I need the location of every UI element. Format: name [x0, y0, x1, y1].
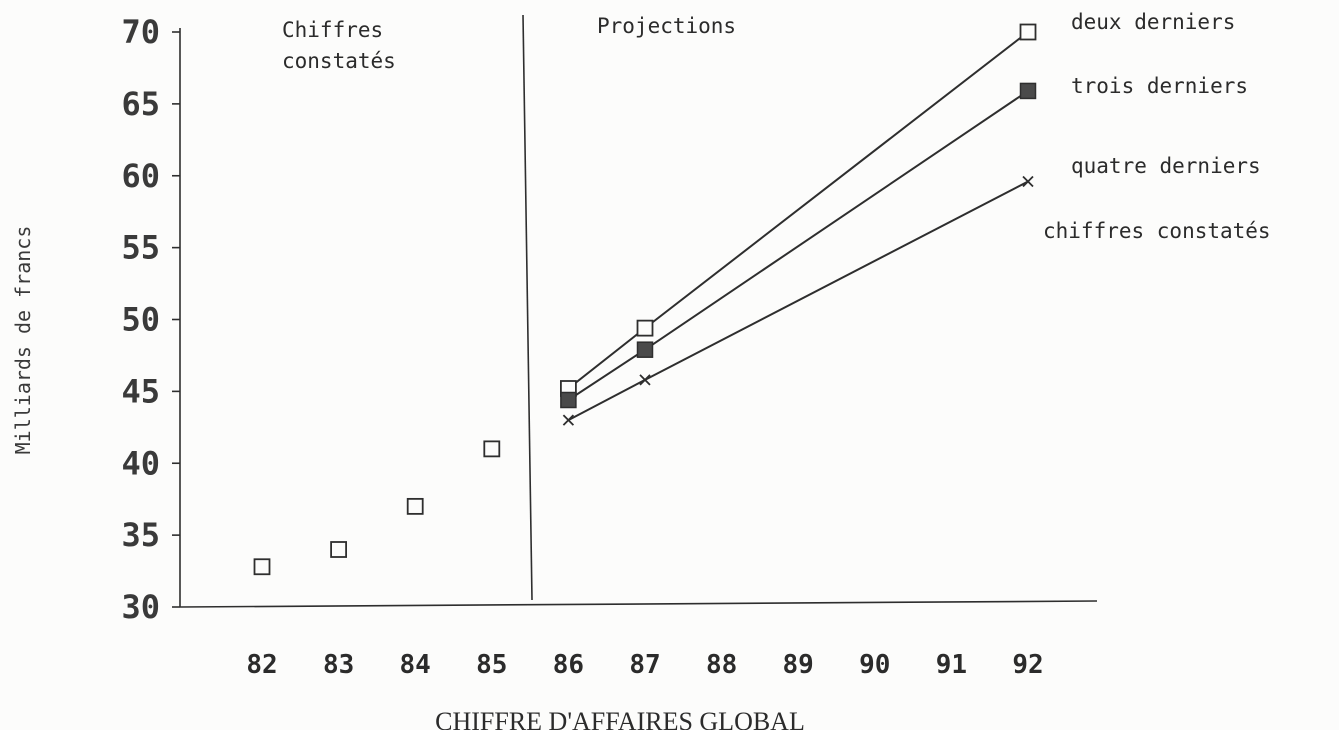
- legend-label-2: quatre derniers: [1071, 154, 1261, 178]
- y-tick-label: 60: [121, 157, 160, 195]
- x-axis-line: [180, 601, 1097, 607]
- x-tick-label: 91: [936, 650, 967, 680]
- y-tick-label: 50: [121, 301, 160, 339]
- x-tick-label: 88: [706, 650, 737, 680]
- legend-label-0: deux derniers: [1071, 10, 1235, 34]
- x-tick-label: 85: [476, 650, 507, 680]
- y-tick-label: 65: [121, 85, 160, 123]
- x-tick-label: 84: [400, 650, 431, 680]
- x-tick-label: 89: [783, 650, 814, 680]
- section-divider: [523, 15, 532, 600]
- y-tick-label: 30: [121, 588, 160, 626]
- series-point-1: [638, 342, 653, 357]
- marks: deux derniers trois derniers quatre dernie…: [255, 10, 1261, 574]
- series-point-0: [638, 321, 653, 336]
- legend-label-1: trois derniers: [1071, 74, 1248, 98]
- axes: 30 35 40 45 50 55 60 65 70 82 83 84 85 86 87 88 89 90 91 92: [121, 13, 1097, 680]
- observed-point: [484, 441, 499, 456]
- y-tick-label: 35: [121, 516, 160, 554]
- legend-observed-label: chiffres constatés: [1043, 219, 1271, 243]
- series-point-2: [640, 375, 650, 385]
- x-tick-label: 86: [553, 650, 584, 680]
- x-tick-label: 90: [859, 650, 890, 680]
- series-point-2: [563, 415, 573, 425]
- section-label-observed-2: constatés: [282, 49, 396, 73]
- y-tick-label: 70: [121, 13, 160, 51]
- x-tick-label: 87: [629, 650, 660, 680]
- series-point-1: [1021, 83, 1036, 98]
- observed-point: [408, 499, 423, 514]
- series-point-2: [1023, 177, 1033, 187]
- x-tick-label: 92: [1012, 650, 1043, 680]
- series-point-0: [1021, 25, 1036, 40]
- y-tick-label: 40: [121, 444, 160, 482]
- observed-point: [331, 542, 346, 557]
- chart-title: CHIFFRE D'AFFAIRES GLOBAL: [435, 707, 805, 730]
- series-line-2: [568, 182, 1028, 421]
- x-tick-label: 83: [323, 650, 354, 680]
- y-axis-label: Milliards de francs: [11, 226, 35, 455]
- series-point-1: [561, 393, 576, 408]
- section-label-projections: Projections: [597, 14, 736, 38]
- y-tick-label: 45: [121, 372, 160, 410]
- observed-point: [255, 559, 270, 574]
- y-tick-label: 55: [121, 229, 160, 267]
- x-tick-label: 82: [246, 650, 277, 680]
- section-label-observed-1: Chiffres: [282, 18, 383, 42]
